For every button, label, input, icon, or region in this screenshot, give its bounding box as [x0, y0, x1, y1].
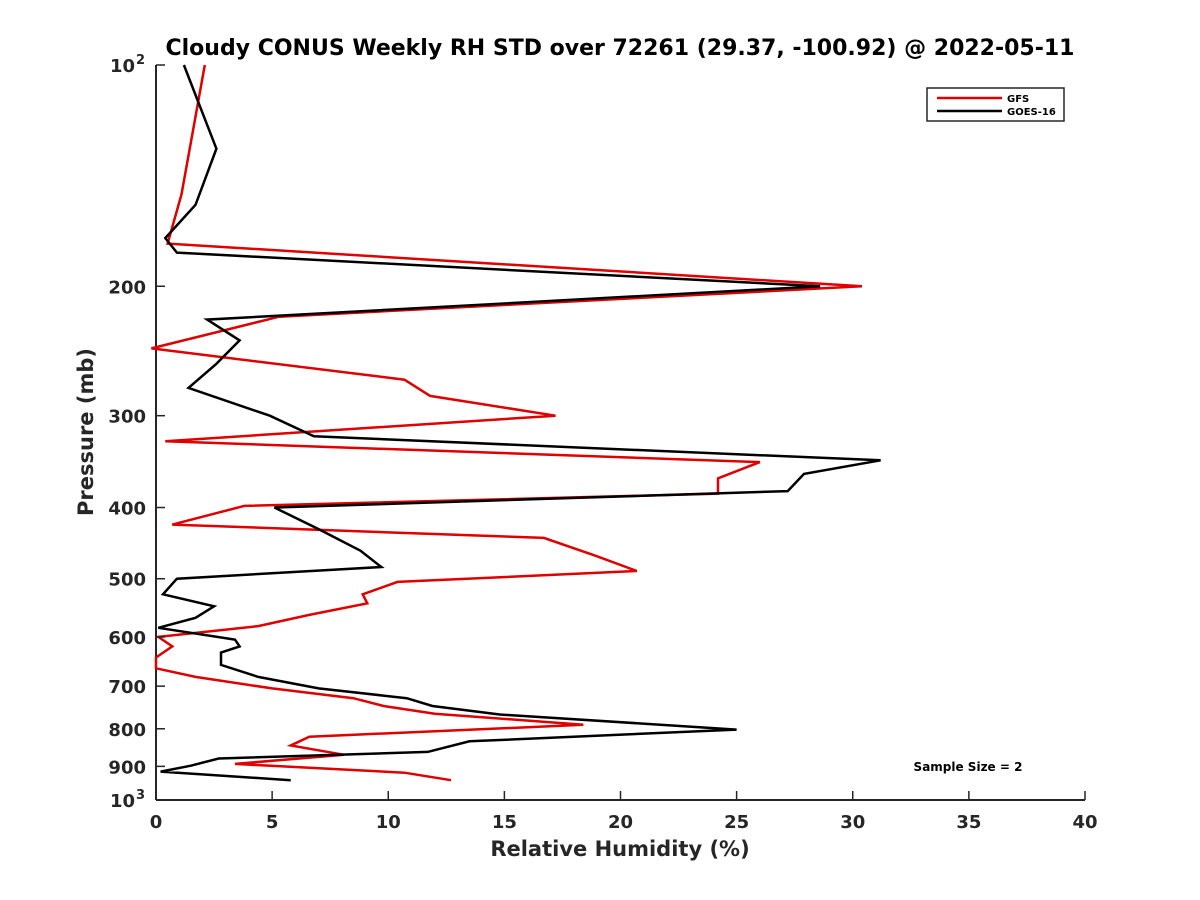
y-tick-exponent: 3 [136, 788, 145, 803]
y-tick-label: 200 [108, 277, 146, 298]
x-tick-label: 40 [1072, 812, 1097, 833]
x-tick-label: 25 [724, 812, 749, 833]
x-tick-label: 5 [266, 812, 279, 833]
chart-title: Cloudy CONUS Weekly RH STD over 72261 (2… [166, 36, 1075, 61]
y-tick-label: 600 [108, 628, 146, 649]
y-tick-label: 10 [110, 791, 135, 812]
x-tick-label: 10 [376, 812, 401, 833]
series-line-gfs [151, 64, 863, 782]
x-tick-label: 0 [150, 812, 163, 833]
series-layer [151, 64, 881, 782]
y-tick-label: 800 [108, 720, 146, 741]
legend: GFS GOES-16 [926, 87, 1065, 122]
legend-label: GOES-16 [1007, 107, 1056, 118]
series-line-goes-16 [157, 64, 881, 782]
y-tick-exponent: 2 [136, 53, 145, 68]
y-tick-label: 300 [108, 407, 146, 428]
y-tick-label: 400 [108, 499, 146, 520]
x-tick-label: 15 [492, 812, 517, 833]
x-tick-label: 35 [956, 812, 981, 833]
legend-box [926, 87, 1065, 122]
y-tick-label: 500 [108, 570, 146, 591]
x-tick-label: 20 [608, 812, 633, 833]
sample-size-note: Sample Size = 2 [914, 760, 1023, 774]
y-tick-label: 10 [110, 56, 135, 77]
y-tick-label: 900 [108, 757, 146, 778]
x-tick-label: 30 [840, 812, 865, 833]
x-axis-ticks: 0 5 10 15 20 25 30 35 40 [150, 791, 1098, 833]
y-tick-label: 700 [108, 677, 146, 698]
x-axis-label: Relative Humidity (%) [490, 837, 749, 861]
legend-label: GFS [1007, 94, 1029, 105]
y-axis-label: Pressure (mb) [74, 348, 98, 516]
